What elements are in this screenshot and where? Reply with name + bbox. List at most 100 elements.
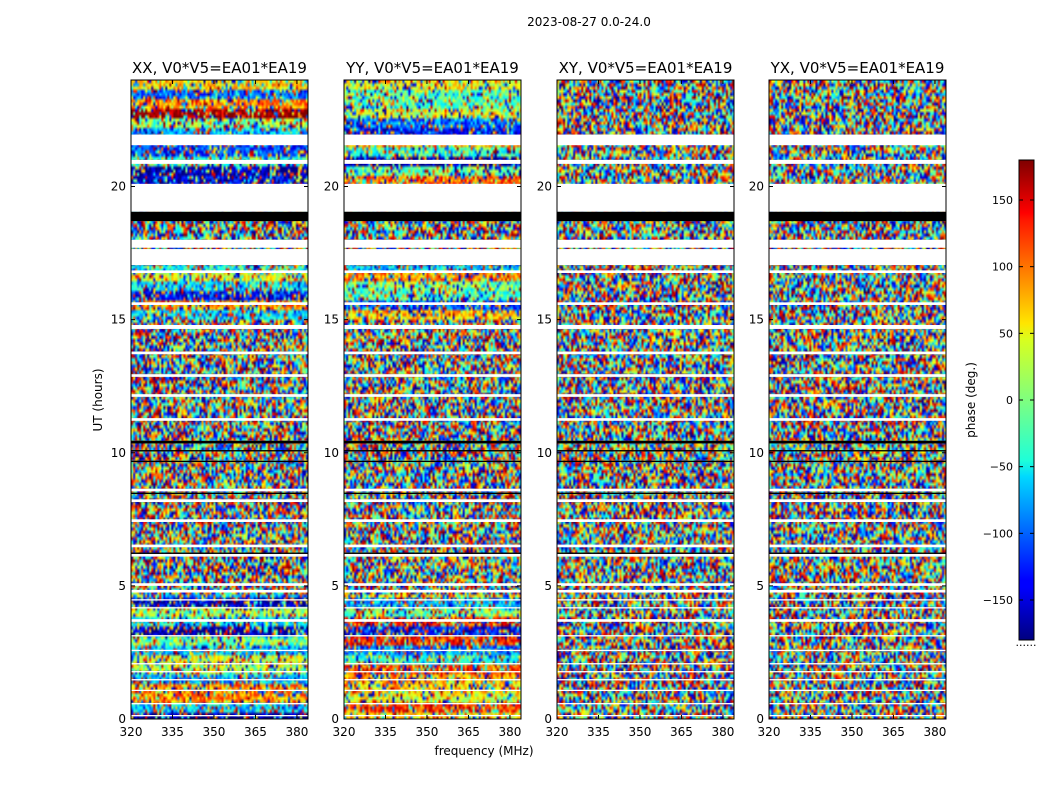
- flagged-band: [131, 394, 308, 397]
- flagged-band: [769, 689, 946, 692]
- y-tick-label: 10: [749, 446, 764, 460]
- flagged-band: [344, 544, 521, 548]
- black-band: [769, 211, 946, 222]
- colorbar-tick-label: 150: [992, 194, 1013, 207]
- flagged-band: [769, 715, 946, 717]
- colorbar-tick-label: 50: [999, 327, 1013, 340]
- flagged-band: [557, 649, 734, 652]
- flagged-band: [557, 374, 734, 377]
- panel-title: YX, V0*V5=EA01*EA19: [770, 59, 945, 77]
- flagged-band: [557, 418, 734, 421]
- flagged-band: [769, 488, 946, 492]
- x-axis-label: frequency (MHz): [434, 744, 533, 758]
- y-tick-label: 15: [111, 313, 126, 327]
- flagged-band: [344, 159, 521, 164]
- flagged-band: [769, 351, 946, 355]
- flagged-band: [769, 607, 946, 609]
- flagged-band: [557, 270, 734, 274]
- flagged-band: [131, 635, 308, 637]
- black-band: [557, 460, 734, 463]
- flagged-band: [769, 249, 946, 266]
- flagged-band: [557, 635, 734, 637]
- flagged-band: [557, 324, 734, 329]
- flagged-band: [557, 183, 734, 212]
- flagged-band: [344, 599, 521, 601]
- flagged-band: [557, 394, 734, 397]
- flagged-band: [344, 649, 521, 652]
- black-band: [769, 492, 946, 495]
- flagged-band: [769, 183, 946, 212]
- y-axis-label: UT (hours): [91, 368, 105, 431]
- flagged-band: [131, 715, 308, 717]
- black-band: [344, 492, 521, 495]
- x-tick-label: 365: [882, 725, 905, 739]
- x-tick-label: 365: [457, 725, 480, 739]
- flagged-band: [131, 583, 308, 586]
- flagged-band: [344, 607, 521, 609]
- figure-suptitle: 2023-08-27 0.0-24.0: [527, 15, 651, 29]
- flagged-band: [769, 418, 946, 421]
- panel-frame: [768, 79, 947, 720]
- flagged-band: [131, 599, 308, 601]
- y-tick-label: 10: [111, 446, 126, 460]
- flagged-band: [344, 134, 521, 146]
- flagged-band: [557, 553, 734, 557]
- y-tick-label: 20: [324, 180, 339, 194]
- panel-frame: [343, 79, 522, 720]
- flagged-band: [557, 589, 734, 593]
- flagged-band: [344, 671, 521, 673]
- flagged-band: [131, 499, 308, 503]
- y-tick-label: 0: [544, 712, 552, 726]
- flagged-band: [344, 239, 521, 248]
- panel-xx: XX, V0*V5=EA01*EA19 320 335 350 365 380 0 5 10 15…: [111, 59, 309, 739]
- flagged-band: [769, 394, 946, 397]
- heatmap-image: [769, 80, 946, 719]
- flagged-band: [131, 488, 308, 492]
- flagged-band: [344, 249, 521, 266]
- flagged-band: [769, 589, 946, 593]
- y-tick-label: 10: [324, 446, 339, 460]
- panel-title: XY, V0*V5=EA01*EA19: [559, 59, 733, 77]
- colorbar-label: phase (deg.): [964, 362, 978, 438]
- flagged-band: [769, 583, 946, 586]
- panel-title: XX, V0*V5=EA01*EA19: [132, 59, 307, 77]
- flagged-band: [769, 239, 946, 248]
- flagged-band: [344, 270, 521, 274]
- flagged-band: [557, 715, 734, 717]
- flagged-band: [131, 324, 308, 329]
- flagged-band: [131, 649, 308, 652]
- black-band: [557, 492, 734, 495]
- flagged-band: [769, 663, 946, 665]
- flagged-band: [769, 519, 946, 522]
- colorbar: 150 100 50 0 −50 −100 −150 phase (deg.) ......: [964, 159, 1036, 649]
- flagged-band: [131, 553, 308, 557]
- x-tick-label: 320: [120, 725, 143, 739]
- flagged-band: [131, 302, 308, 305]
- black-band: [131, 552, 308, 554]
- flagged-band: [557, 351, 734, 355]
- flagged-band: [557, 134, 734, 146]
- flagged-band: [131, 249, 308, 266]
- y-tick-label: 0: [331, 712, 339, 726]
- flagged-band: [344, 715, 521, 717]
- flagged-band: [344, 583, 521, 586]
- flagged-band: [344, 679, 521, 681]
- flagged-band: [344, 324, 521, 329]
- flagged-band: [344, 689, 521, 692]
- panel-xy: XY, V0*V5=EA01*EA19 320 335 350 365 380 0 5 10 15…: [537, 59, 735, 739]
- flagged-band: [131, 689, 308, 692]
- colorbar-tick-label: −50: [990, 461, 1013, 474]
- flagged-band: [344, 499, 521, 503]
- black-band: [131, 450, 308, 452]
- flagged-band: [557, 679, 734, 681]
- y-tick-label: 5: [331, 579, 339, 593]
- flagged-band: [557, 519, 734, 522]
- flagged-band: [131, 589, 308, 593]
- x-tick-label: 380: [285, 725, 308, 739]
- flagged-band: [557, 703, 734, 705]
- black-band: [131, 460, 308, 463]
- flagged-band: [769, 302, 946, 305]
- flagged-band: [344, 302, 521, 305]
- black-band: [769, 552, 946, 554]
